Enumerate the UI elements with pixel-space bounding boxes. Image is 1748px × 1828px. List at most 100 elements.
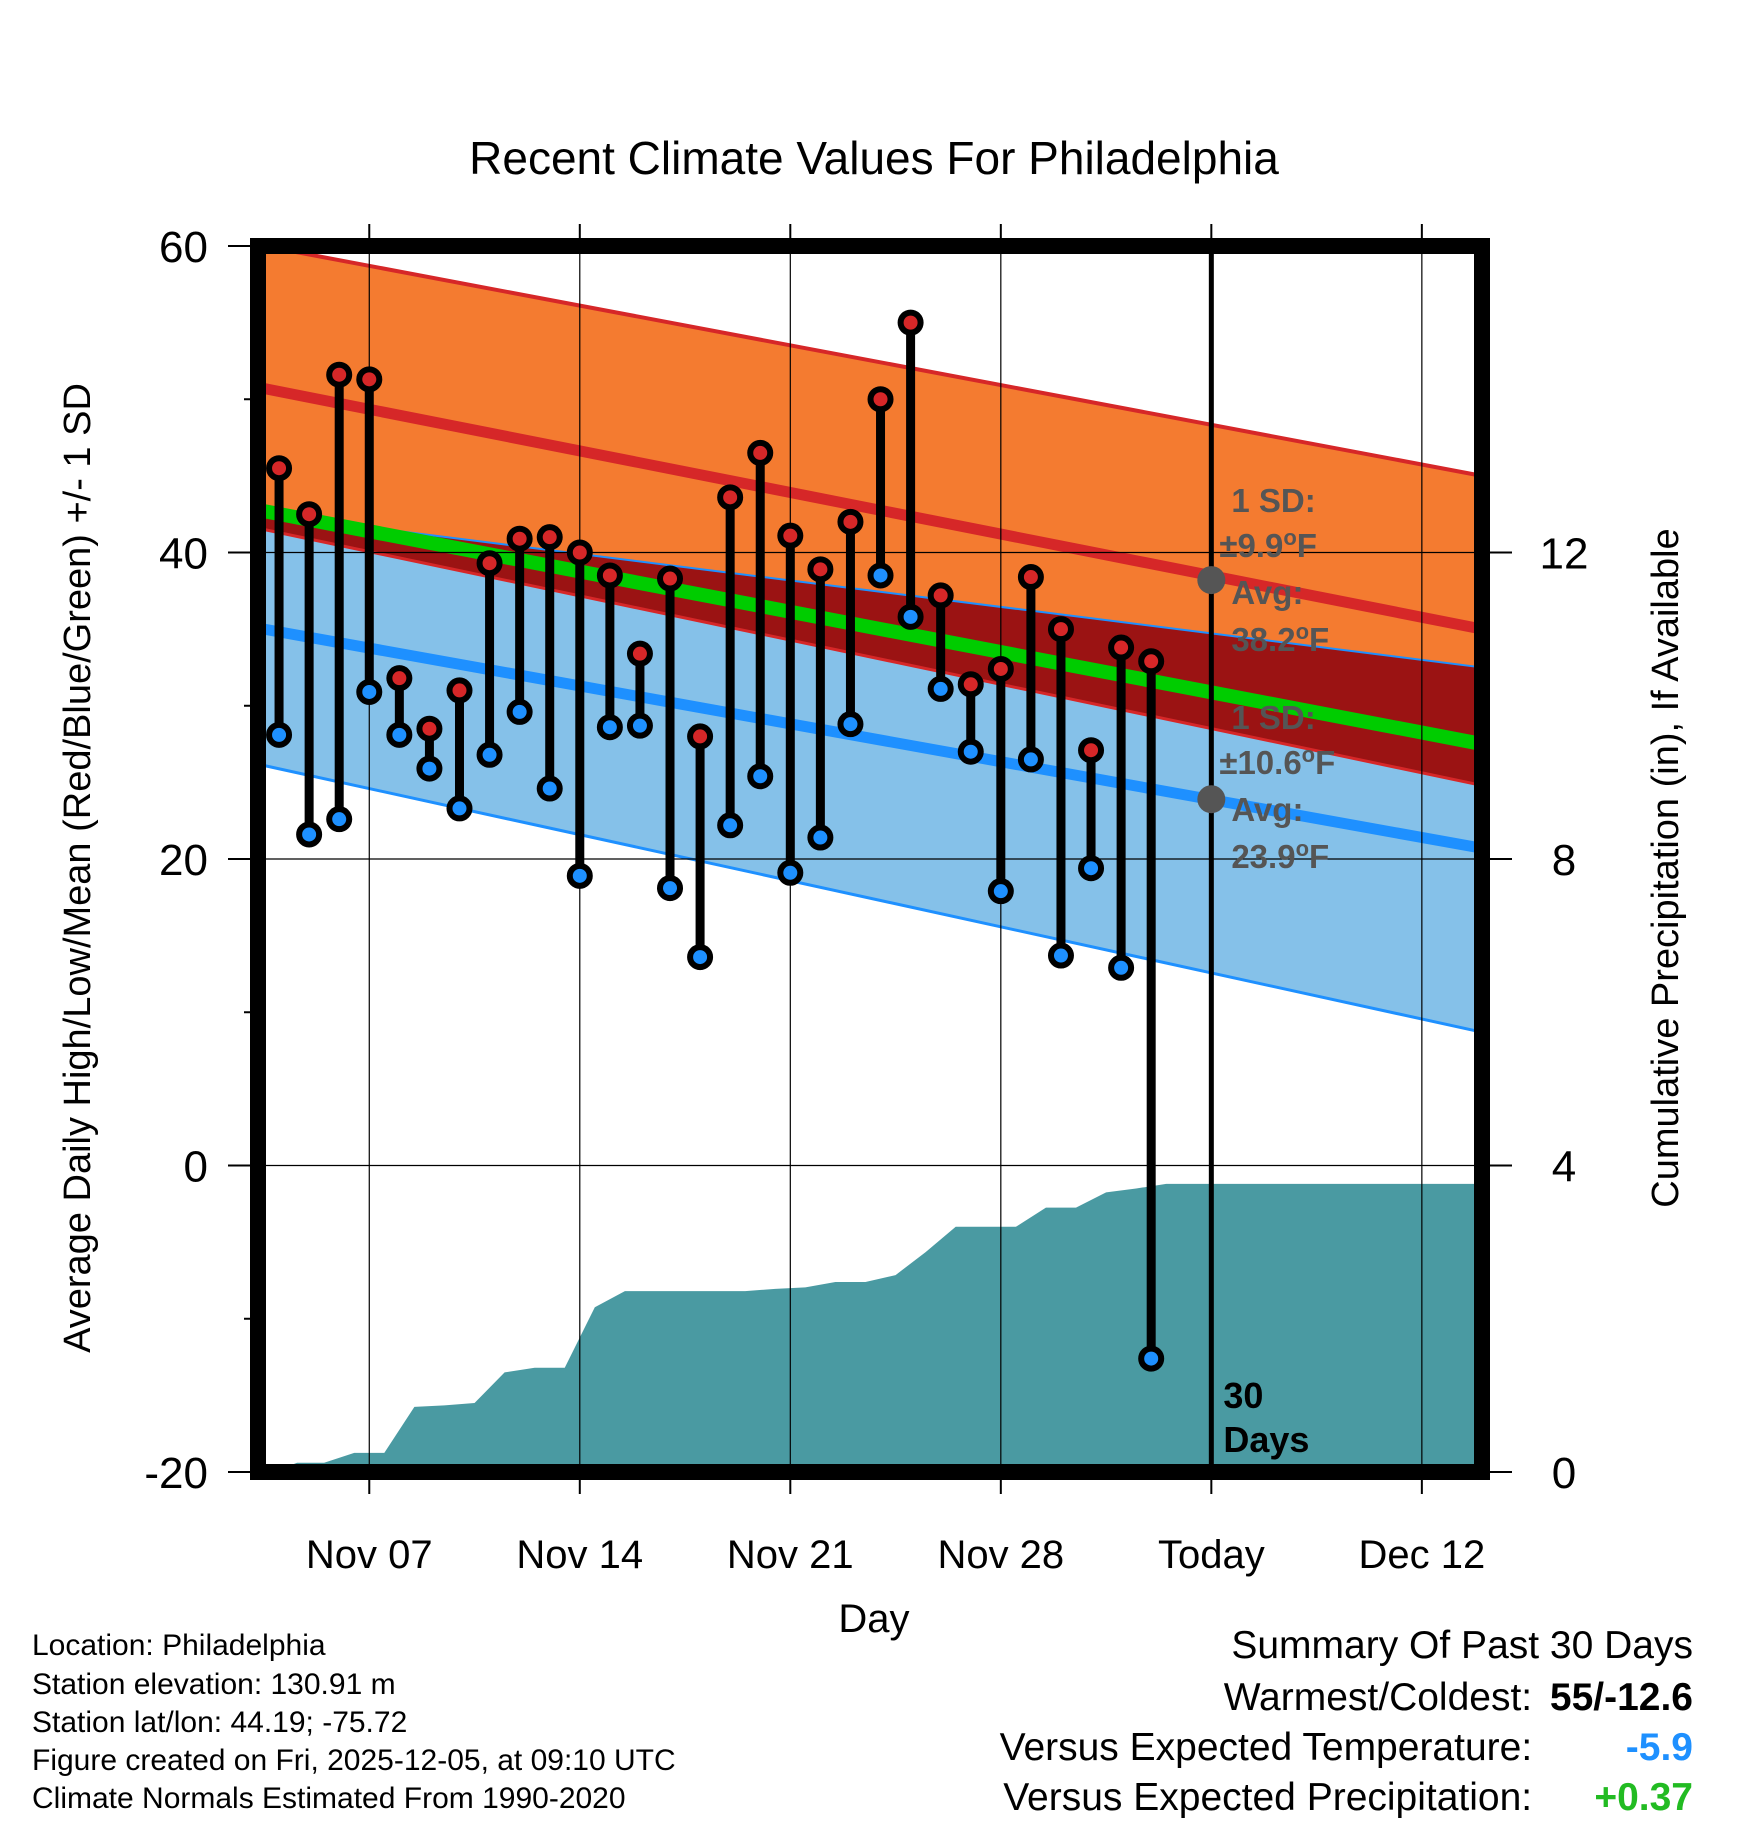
low-point (326, 806, 353, 833)
high-avg-marker (1197, 566, 1226, 595)
high-point (837, 508, 864, 535)
summary-warmest-value: 55/-12.6 (1549, 1676, 1693, 1719)
low-point (897, 603, 924, 630)
high-point (687, 723, 714, 750)
low-point (837, 711, 864, 738)
high-point (1078, 737, 1105, 764)
high-point (927, 582, 954, 609)
low-point (1078, 855, 1105, 882)
x-tick-label: Today (1158, 1533, 1265, 1577)
low-point (777, 859, 804, 886)
high-sd-label: 1 SD: (1231, 482, 1315, 519)
high-point (476, 550, 503, 577)
low-point (1047, 942, 1074, 969)
precip-area (273, 1183, 1482, 1472)
low-avg-line (263, 623, 1483, 854)
high-point (566, 539, 593, 566)
x-tick-label: Nov 28 (937, 1533, 1064, 1577)
y2-tick-label: 12 (1540, 530, 1589, 579)
low-point (296, 821, 323, 848)
low-sd-value: ±10.6oF (1219, 742, 1335, 781)
footer-created: Figure created on Fri, 2025-12-05, at 09… (32, 1744, 676, 1777)
low-point (416, 755, 443, 782)
low-point (957, 738, 984, 765)
high-point (1138, 648, 1165, 675)
y2-tick-label: 4 (1552, 1143, 1576, 1192)
high-point (717, 484, 744, 511)
low-point (446, 795, 473, 822)
footer-elevation: Station elevation: 130.91 m (32, 1668, 396, 1701)
low-avg-label: Avg: (1231, 791, 1303, 828)
high-point (807, 556, 834, 583)
high-point (777, 522, 804, 549)
high-plus-sd-line (263, 244, 1483, 478)
low-point (927, 675, 954, 702)
high-point (356, 366, 383, 393)
high-point (1017, 564, 1044, 591)
x-axis-label: Day (838, 1597, 909, 1641)
x-tick-label: Dec 12 (1358, 1533, 1485, 1577)
low-point (1108, 954, 1135, 981)
high-point (386, 665, 413, 692)
low-point (266, 721, 293, 748)
high-point (596, 562, 623, 589)
low-point (747, 763, 774, 790)
y-tick-label: 0 (184, 1143, 208, 1192)
high-point (1047, 616, 1074, 643)
y-tick-label: 60 (159, 223, 208, 272)
summary-precip-label: Versus Expected Precipitation: (1003, 1776, 1533, 1819)
low-plus-sd-line (263, 513, 1483, 669)
y-tick-label: 40 (159, 530, 208, 579)
high-point (747, 439, 774, 466)
window-label-number: 30 (1223, 1375, 1263, 1416)
high-point (987, 655, 1014, 682)
summary-precip-row: Versus Expected Precipitation: +0.37 (1003, 1776, 1693, 1820)
overlap-band-fill (264, 514, 1482, 786)
high-avg-label: Avg: (1231, 574, 1303, 611)
summary-temp-value: -5.9 (1625, 1726, 1693, 1769)
low-point (807, 824, 834, 851)
low-point (657, 875, 684, 902)
low-point (356, 678, 383, 705)
low-point (987, 878, 1014, 905)
high-point (416, 715, 443, 742)
summary-title: Summary Of Past 30 Days (1231, 1624, 1693, 1667)
high-point (266, 455, 293, 482)
high-point (446, 677, 473, 704)
high-point (506, 525, 533, 552)
high-point (957, 671, 984, 698)
y2-axis-label: Cumulative Precipitation (in), If Availa… (1645, 528, 1687, 1207)
low-point (536, 775, 563, 802)
y-axis-label: Average Daily High/Low/Mean (Red/Blue/Gr… (57, 383, 99, 1353)
low-point (506, 698, 533, 725)
summary-temp-row: Versus Expected Temperature: -5.9 (1000, 1726, 1693, 1770)
summary-precip-value: +0.37 (1594, 1776, 1693, 1819)
footer-location: Location: Philadelphia (32, 1629, 326, 1662)
low-point (867, 562, 894, 589)
low-avg-marker (1197, 785, 1226, 814)
low-point (596, 714, 623, 741)
high-sd-value: ±9.9oF (1219, 525, 1317, 564)
summary-warmest-row: Warmest/Coldest: 55/-12.6 (1224, 1676, 1693, 1720)
x-tick-label: Nov 14 (516, 1533, 643, 1577)
high-point (326, 361, 353, 388)
footer-latlon: Station lat/lon: 44.19; -75.72 (32, 1706, 408, 1739)
chart-title: Recent Climate Values For Philadelphia (469, 132, 1279, 184)
low-point (386, 721, 413, 748)
high-point (626, 640, 653, 667)
low-point (1017, 746, 1044, 773)
low-point (476, 741, 503, 768)
high-point (897, 309, 924, 336)
summary-temp-label: Versus Expected Temperature: (999, 1726, 1533, 1769)
high-point (1108, 634, 1135, 661)
low-point (1138, 1345, 1165, 1372)
y2-tick-label: 0 (1552, 1449, 1576, 1498)
x-tick-label: Nov 07 (306, 1533, 433, 1577)
footer-normals: Climate Normals Estimated From 1990-2020 (32, 1782, 626, 1815)
mean-avg-line (262, 504, 1484, 751)
low-sd-label: 1 SD: (1231, 699, 1315, 736)
x-tick-label: Nov 21 (727, 1533, 854, 1577)
y-tick-label: -20 (144, 1449, 208, 1498)
high-point (867, 386, 894, 413)
